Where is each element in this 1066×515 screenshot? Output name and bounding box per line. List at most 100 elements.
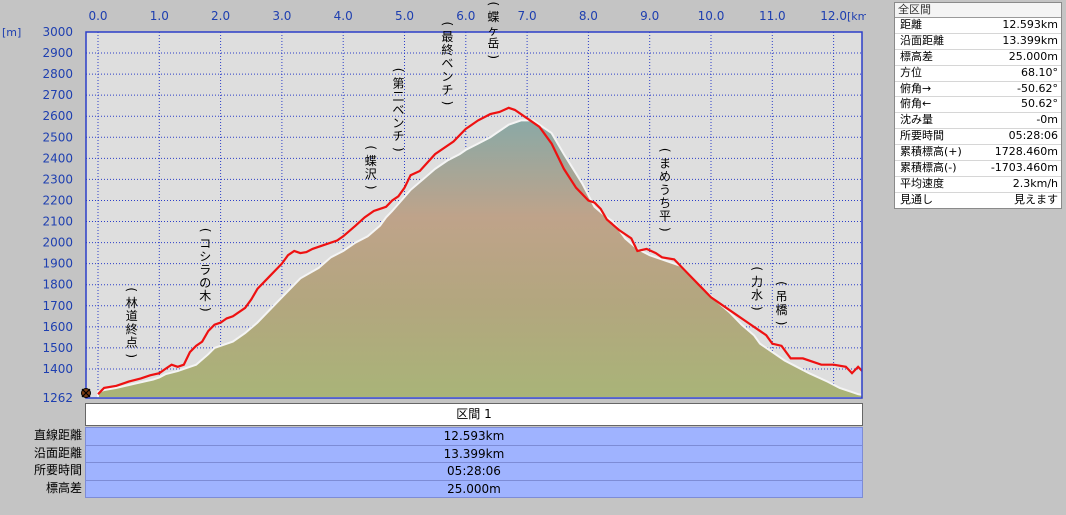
svg-text:(: ( — [364, 145, 378, 150]
info-value: -0m — [1036, 113, 1058, 127]
info-label: 沈み量 — [900, 113, 933, 127]
waypoint-label: (蝶ヶ岳) — [486, 2, 500, 59]
info-row: 平均速度 2.3km/h — [895, 177, 1061, 193]
svg-text:終: 終 — [441, 42, 453, 57]
svg-text:(: ( — [486, 2, 500, 7]
y-tick-label: 3000 — [42, 25, 73, 39]
info-label: 沿面距離 — [900, 33, 944, 47]
section-stats: 直線距離 12.593km 沿面距離 13.399km 所要時間 05:28:06 標高差 2… — [0, 427, 866, 498]
info-value: 1728.460m — [994, 145, 1058, 159]
terrain-area — [97, 119, 862, 398]
x-tick-label: 12.0 — [820, 9, 847, 23]
y-tick-label: 1400 — [42, 362, 73, 376]
x-tick-label: 1.0 — [150, 9, 169, 23]
stat-row: 所要時間 05:28:06 — [0, 462, 866, 481]
svg-text:め: め — [659, 170, 671, 184]
waypoint-annotations: (林道終点)(コシラの木)(蝶沢)(第二ベンチ)(最終ベンチ)(蝶ヶ岳)(まめう… — [125, 2, 789, 359]
y-tick-label: 1500 — [42, 341, 73, 355]
info-row: 所要時間 05:28:06 — [895, 129, 1061, 146]
svg-text:二: 二 — [392, 90, 404, 104]
svg-text:(: ( — [198, 228, 212, 233]
x-tick-label: 9.0 — [640, 9, 659, 23]
stat-value: 12.593km — [85, 427, 863, 446]
y-tick-label: 1600 — [42, 320, 73, 334]
x-tick-label: 5.0 — [395, 9, 414, 23]
info-value: 25.000m — [1008, 49, 1058, 63]
route-elevation-line — [97, 106, 862, 395]
svg-text:): ) — [750, 306, 764, 311]
info-row: 沿面距離 13.399km — [895, 34, 1061, 50]
info-label: 俯角→ — [900, 81, 932, 95]
y-tick-label: 2200 — [42, 193, 73, 207]
info-label: 距離 — [900, 18, 922, 31]
x-tick-label: 8.0 — [579, 9, 598, 23]
svg-text:ま: ま — [659, 156, 671, 170]
info-row: 距離 12.593km — [895, 18, 1061, 34]
svg-text:チ: チ — [441, 83, 453, 97]
info-row: 俯角→ -50.62° — [895, 82, 1061, 98]
info-label: 累積標高(-) — [900, 161, 957, 175]
svg-text:木: 木 — [199, 289, 211, 303]
svg-text:岳: 岳 — [487, 37, 499, 51]
info-value: -1703.460m — [990, 161, 1058, 175]
stat-row: 直線距離 12.593km — [0, 427, 866, 446]
svg-text:最: 最 — [441, 30, 453, 44]
svg-text:点: 点 — [126, 336, 138, 350]
y-tick-label: 2700 — [42, 88, 73, 102]
section-header[interactable]: 区間 1 — [85, 403, 863, 426]
stat-row: 標高差 25.000m — [0, 479, 866, 498]
stat-label: 標高差 — [45, 480, 82, 495]
svg-text:沢: 沢 — [365, 167, 377, 181]
info-label: 累積標高(+) — [900, 145, 962, 159]
y-axis-ticks: 1262 1400 1500 1600 1700 1800 1900 2000 2100 2200… — [42, 25, 73, 402]
svg-text:): ) — [364, 185, 378, 190]
stat-label: 直線距離 — [33, 428, 82, 442]
svg-text:(: ( — [440, 21, 454, 26]
stat-value: 25.000m — [85, 479, 863, 498]
info-label: 見通し — [900, 192, 933, 206]
x-tick-label: 7.0 — [518, 9, 537, 23]
plot-frame — [85, 31, 863, 399]
y-tick-label: 2300 — [42, 172, 73, 186]
info-label: 方位 — [900, 65, 922, 79]
x-tick-label: 4.0 — [334, 9, 353, 23]
x-tick-label: 11.0 — [759, 9, 786, 23]
svg-text:(: ( — [391, 68, 405, 73]
y-tick-label: 1262 — [42, 391, 73, 402]
y-tick-label: 1900 — [42, 257, 73, 271]
svg-text:): ) — [125, 353, 139, 358]
svg-text:(: ( — [125, 287, 139, 292]
svg-text:): ) — [198, 307, 212, 312]
info-value: 2.3km/h — [1012, 176, 1058, 190]
info-value: 13.399km — [1002, 33, 1058, 47]
info-label: 俯角← — [900, 97, 932, 111]
info-panel: 全区間 距離 12.593km 沿面距離 13.399km 標高差 25.000m 方位 68… — [894, 2, 1062, 209]
start-marker[interactable] — [81, 388, 91, 398]
info-value: -50.62° — [1017, 81, 1058, 95]
svg-text:ち: ち — [659, 196, 671, 210]
grid-lines — [86, 32, 862, 398]
x-tick-label: 10.0 — [698, 9, 725, 23]
svg-text:林: 林 — [126, 296, 138, 310]
stat-value: 13.399km — [85, 444, 863, 463]
stat-label: 沿面距離 — [33, 445, 82, 460]
info-value: 05:28:06 — [1008, 129, 1058, 143]
svg-text:ン: ン — [392, 116, 404, 130]
svg-text:(: ( — [658, 148, 672, 153]
y-tick-label: 2500 — [42, 130, 73, 144]
svg-text:平: 平 — [659, 209, 671, 223]
y-tick-label: 2000 — [42, 236, 73, 250]
info-row: 見通し 見えます — [895, 193, 1061, 208]
svg-text:): ) — [658, 227, 672, 232]
waypoint-label: (力水) — [750, 266, 764, 310]
x-unit-label: [km] — [847, 10, 866, 23]
waypoint-label: (吊橋) — [774, 281, 788, 325]
stat-label: 所要時間 — [33, 463, 82, 477]
svg-text:コ: コ — [199, 236, 211, 250]
svg-text:う: う — [659, 183, 671, 197]
svg-text:第: 第 — [392, 76, 404, 90]
svg-text:ラ: ラ — [199, 263, 211, 277]
y-tick-label: 2400 — [42, 151, 73, 165]
